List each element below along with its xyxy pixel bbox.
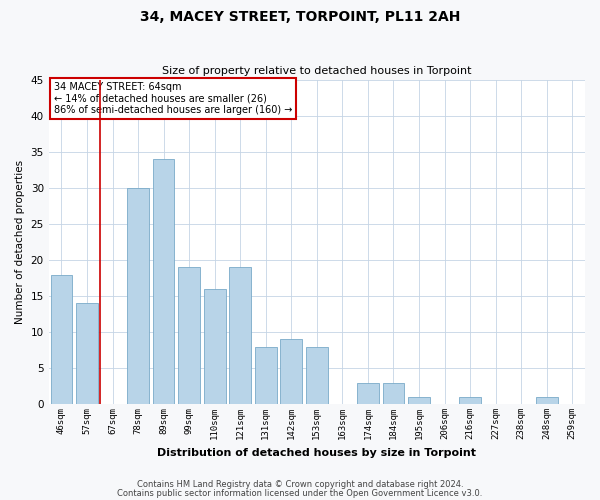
X-axis label: Distribution of detached houses by size in Torpoint: Distribution of detached houses by size … bbox=[157, 448, 476, 458]
Bar bbox=[153, 160, 175, 404]
Bar bbox=[306, 346, 328, 404]
Bar bbox=[204, 289, 226, 404]
Y-axis label: Number of detached properties: Number of detached properties bbox=[15, 160, 25, 324]
Bar bbox=[459, 397, 481, 404]
Bar bbox=[76, 304, 98, 404]
Text: Contains public sector information licensed under the Open Government Licence v3: Contains public sector information licen… bbox=[118, 489, 482, 498]
Text: 34, MACEY STREET, TORPOINT, PL11 2AH: 34, MACEY STREET, TORPOINT, PL11 2AH bbox=[140, 10, 460, 24]
Bar bbox=[383, 382, 404, 404]
Bar bbox=[408, 397, 430, 404]
Bar bbox=[255, 346, 277, 404]
Text: Contains HM Land Registry data © Crown copyright and database right 2024.: Contains HM Land Registry data © Crown c… bbox=[137, 480, 463, 489]
Bar bbox=[280, 340, 302, 404]
Bar bbox=[127, 188, 149, 404]
Bar bbox=[536, 397, 557, 404]
Title: Size of property relative to detached houses in Torpoint: Size of property relative to detached ho… bbox=[162, 66, 472, 76]
Bar bbox=[178, 268, 200, 404]
Text: 34 MACEY STREET: 64sqm
← 14% of detached houses are smaller (26)
86% of semi-det: 34 MACEY STREET: 64sqm ← 14% of detached… bbox=[54, 82, 292, 115]
Bar bbox=[357, 382, 379, 404]
Bar bbox=[229, 268, 251, 404]
Bar bbox=[50, 274, 72, 404]
